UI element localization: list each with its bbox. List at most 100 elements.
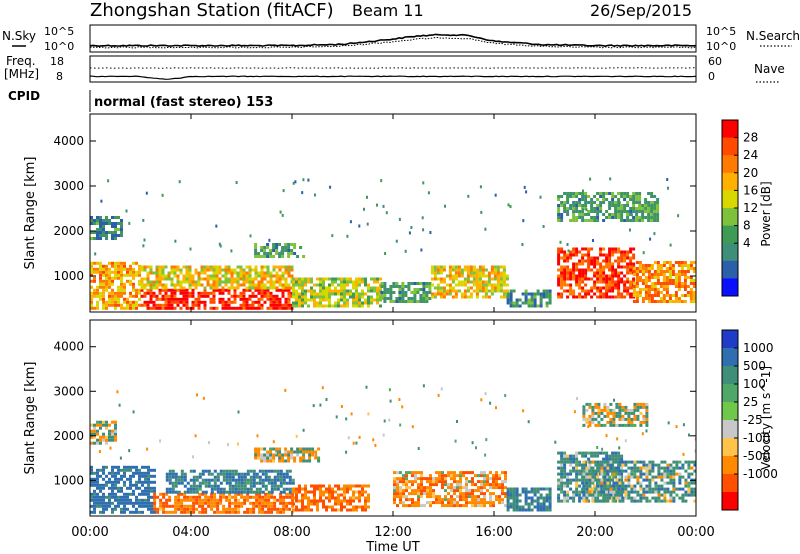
power-heat-cell — [490, 277, 494, 281]
velocity-heat-cell — [204, 495, 208, 499]
power-heat-cell — [99, 276, 102, 280]
power-heat-cell — [463, 280, 467, 284]
power-heat-cell — [197, 291, 201, 295]
power-heat-cell — [99, 231, 102, 234]
velocity-heat-cell — [174, 472, 178, 476]
velocity-heat-cell — [272, 456, 276, 460]
power-heat-cell — [484, 274, 488, 278]
power-heat-cell — [269, 283, 273, 287]
power-heat-cell — [509, 304, 513, 308]
power-heat-point — [161, 193, 164, 197]
power-heat-cell — [325, 298, 328, 302]
velocity-heat-cell — [444, 483, 447, 487]
power-heat-cell — [578, 280, 582, 284]
velocity-heat-cell — [105, 483, 108, 487]
velocity-heat-cell — [305, 459, 309, 463]
velocity-heat-cell — [340, 499, 343, 503]
freq-panel: Freq. [MHz] 18 8 60 0 Nave — [4, 54, 785, 83]
velocity-heat-cell — [129, 468, 132, 472]
power-heat-cell — [310, 280, 313, 284]
velocity-heat-cell — [533, 490, 537, 494]
power-heat-cell — [93, 222, 96, 225]
power-heat-cell — [263, 277, 267, 281]
power-heat-cell — [245, 306, 249, 310]
velocity-heat-cell — [105, 504, 108, 508]
velocity-heat-cell — [639, 469, 643, 473]
velocity-heat-cell — [642, 463, 646, 467]
velocity-heat-cell — [492, 501, 495, 505]
velocity-heat-cell — [285, 469, 289, 473]
velocity-heat-cell — [147, 465, 150, 469]
power-heat-cell — [545, 289, 549, 293]
power-heat-cell — [572, 268, 576, 272]
nsky-series-line — [89, 33, 697, 48]
velocity-heat-cell — [684, 469, 688, 473]
power-heat-cell — [451, 268, 455, 272]
power-heat-cell — [173, 300, 177, 304]
power-heat-cell — [143, 283, 147, 287]
velocity-heat-cell — [618, 405, 622, 409]
power-heat-point — [667, 186, 669, 190]
power-heat-cell — [188, 274, 192, 278]
power-heat-cell — [641, 273, 645, 276]
power-heat-point — [292, 181, 295, 185]
power-heat-cell — [560, 195, 564, 198]
power-heat-cell — [499, 286, 503, 290]
velocity-heat-cell — [93, 426, 96, 430]
power-heat-cell — [188, 291, 192, 295]
velocity-heat-cell — [138, 504, 141, 508]
velocity-heat-cell — [123, 498, 126, 502]
power-heat-cell — [120, 285, 123, 289]
power-heat-cell — [620, 207, 624, 210]
power-heat-cell — [90, 264, 93, 268]
velocity-heat-cell — [288, 507, 292, 511]
power-heat-cell — [596, 295, 600, 299]
velocity-heat-cell — [651, 460, 655, 464]
power-heat-cell — [457, 289, 461, 293]
power-heat-cell — [292, 289, 295, 293]
power-heat-cell — [668, 276, 672, 279]
power-heat-cell — [90, 270, 93, 274]
power-heat-point — [542, 225, 545, 228]
velocity-heat-cell — [501, 501, 504, 505]
power-heat-cell — [515, 301, 519, 305]
velocity-heat-cell — [654, 475, 658, 479]
power-heat-cell — [278, 265, 282, 269]
power-heat-cell — [328, 289, 331, 293]
velocity-heat-cell — [291, 478, 295, 482]
velocity-heat-cell — [575, 463, 579, 467]
power-heat-cell — [111, 276, 114, 280]
velocity-heat-cell — [105, 435, 108, 439]
power-heat-cell — [209, 265, 213, 269]
velocity-heat-cell — [597, 487, 601, 491]
power-heat-cell — [230, 286, 234, 290]
power-heat-cell — [560, 292, 564, 296]
velocity-heat-cell — [429, 474, 432, 478]
velocity-heat-cell — [518, 508, 522, 512]
power-heat-cell — [518, 298, 522, 302]
velocity-heat-cell — [288, 495, 292, 499]
velocity-heat-cell — [669, 481, 673, 485]
velocity-heat-cell — [536, 487, 540, 491]
freq-label: Freq. — [6, 54, 36, 68]
power-heat-cell — [433, 265, 437, 269]
velocity-heat-cell — [150, 480, 153, 484]
velocity-heat-cell — [192, 490, 196, 494]
power-heat-cell — [120, 303, 123, 307]
velocity-heat-cell — [174, 498, 178, 502]
velocity-heat-cell — [578, 490, 582, 494]
power-heat-cell — [322, 283, 325, 287]
power-heat-cell — [611, 268, 615, 272]
velocity-heat-cell — [630, 469, 634, 473]
power-heat-cell — [383, 282, 387, 285]
velocity-heat-cell — [618, 469, 622, 473]
power-heat-cell — [683, 288, 687, 291]
velocity-heat-cell — [340, 508, 343, 512]
velocity-heat-cell — [275, 453, 279, 457]
velocity-heat-cell — [444, 480, 447, 484]
power-heat-cell — [448, 274, 452, 278]
power-heat-cell — [487, 274, 491, 278]
velocity-heat-point — [587, 425, 590, 429]
power-heat-cell — [114, 270, 117, 274]
power-heat-cell — [254, 268, 258, 272]
